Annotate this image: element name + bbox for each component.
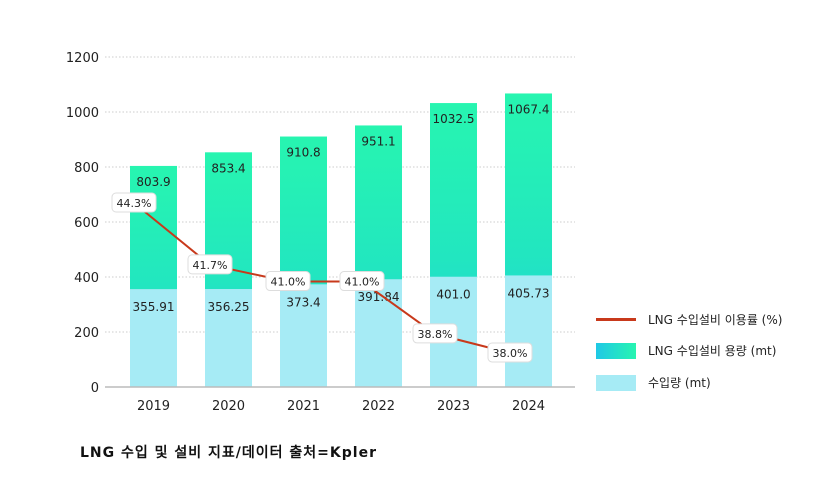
imports-label: 405.73 [508,286,550,300]
legend-line-swatch [596,318,636,321]
y-tick-label: 800 [74,161,99,176]
imports-bar [505,275,552,387]
capacity-label: 910.8 [286,146,320,160]
y-tick-label: 1200 [66,51,99,66]
x-tick-label: 2019 [137,399,170,414]
caption: LNG 수입 및 설비 지표/데이터 출처=Kpler [80,445,377,461]
imports-label: 356.25 [208,300,250,314]
imports-bar [355,279,402,387]
legend-swatch [596,374,636,391]
utilization-label-box [265,271,311,292]
legend-capacity: LNG 수입설비 용량 (mt) [596,342,776,359]
y-tick-label: 200 [74,326,99,341]
x-tick-label: 2020 [212,399,245,414]
imports-label: 401.0 [436,288,470,302]
legend-utilization: LNG 수입설비 이용률 (%) [596,311,782,328]
utilization-label: 41.0% [271,276,306,289]
utilization-label-box [187,254,233,275]
y-tick-label: 1000 [66,106,99,121]
utilization-label-box [412,323,458,344]
legend-swatch [596,342,636,359]
legend-label: LNG 수입설비 용량 (mt) [648,344,777,358]
utilization-label-box [487,342,533,363]
capacity-label: 1032.5 [433,112,475,126]
utilization-label: 38.8% [418,328,453,341]
capacity-label: 803.9 [136,175,170,189]
legend-imports: 수입량 (mt) [596,374,711,391]
y-tick-label: 600 [74,216,99,231]
x-tick-label: 2024 [512,399,545,414]
y-tick-label: 0 [91,381,99,396]
imports-bar [280,284,327,387]
legend-label: LNG 수입설비 이용률 (%) [648,313,783,327]
utilization-label-box [339,271,385,292]
capacity-label: 853.4 [211,161,245,175]
capacity-label: 951.1 [361,134,395,148]
utilization-label: 44.3% [117,197,152,210]
imports-bar [130,289,177,387]
x-tick-label: 2023 [437,399,470,414]
utilization-label: 41.0% [345,276,380,289]
legend-label: 수입량 (mt) [648,376,711,390]
utilization-label: 41.7% [193,259,228,272]
x-tick-label: 2021 [287,399,320,414]
imports-label: 373.4 [286,295,320,309]
x-tick-label: 2022 [362,399,395,414]
imports-bar [205,289,252,387]
utilization-label: 38.0% [493,347,528,360]
imports-label: 355.91 [133,300,175,314]
capacity-label: 1067.4 [508,102,550,116]
y-tick-label: 400 [74,271,99,286]
utilization-label-box [111,192,157,213]
